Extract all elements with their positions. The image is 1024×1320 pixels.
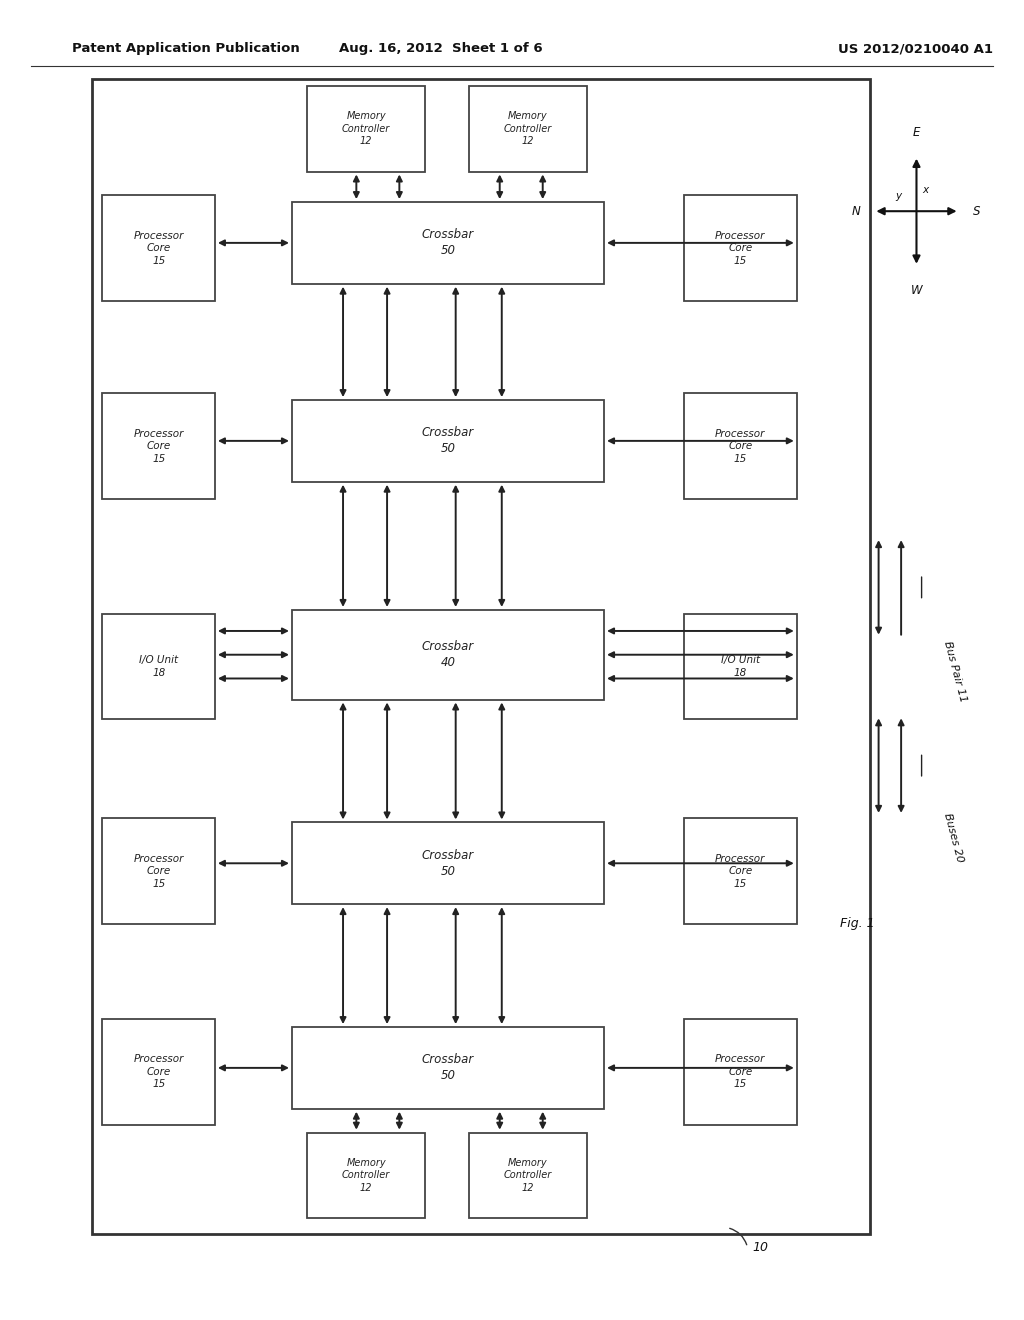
Text: Crossbar
50: Crossbar 50: [422, 849, 474, 878]
Bar: [102, 195, 215, 301]
Text: E: E: [912, 125, 921, 139]
Text: Crossbar
50: Crossbar 50: [422, 426, 474, 455]
Bar: [469, 86, 587, 172]
Text: Crossbar
40: Crossbar 40: [422, 640, 474, 669]
Bar: [92, 79, 870, 1234]
Text: Bus Pair 11: Bus Pair 11: [942, 640, 968, 704]
Text: Crossbar
50: Crossbar 50: [422, 228, 474, 257]
Bar: [684, 195, 797, 301]
Text: Processor
Core
15: Processor Core 15: [715, 1055, 766, 1089]
Text: Processor
Core
15: Processor Core 15: [133, 1055, 184, 1089]
Bar: [684, 1019, 797, 1125]
Bar: [684, 393, 797, 499]
Text: Fig. 1: Fig. 1: [840, 917, 874, 931]
Text: x: x: [923, 185, 929, 195]
Bar: [292, 610, 604, 700]
Bar: [684, 818, 797, 924]
Bar: [102, 818, 215, 924]
Bar: [102, 393, 215, 499]
Text: Crossbar
50: Crossbar 50: [422, 1053, 474, 1082]
Text: Processor
Core
15: Processor Core 15: [715, 429, 766, 463]
Text: Patent Application Publication: Patent Application Publication: [72, 42, 299, 55]
Text: Processor
Core
15: Processor Core 15: [133, 429, 184, 463]
Text: I/O Unit
18: I/O Unit 18: [721, 656, 760, 677]
Bar: [102, 614, 215, 719]
Text: Buses 20: Buses 20: [942, 812, 965, 863]
Text: Memory
Controller
12: Memory Controller 12: [504, 111, 552, 147]
Text: Memory
Controller
12: Memory Controller 12: [504, 1158, 552, 1193]
Bar: [292, 202, 604, 284]
Bar: [307, 86, 425, 172]
Text: US 2012/0210040 A1: US 2012/0210040 A1: [839, 42, 993, 55]
Bar: [469, 1133, 587, 1218]
Bar: [684, 614, 797, 719]
Text: I/O Unit
18: I/O Unit 18: [139, 656, 178, 677]
Text: S: S: [973, 205, 980, 218]
Text: Processor
Core
15: Processor Core 15: [715, 231, 766, 265]
Bar: [292, 1027, 604, 1109]
Text: Memory
Controller
12: Memory Controller 12: [342, 1158, 390, 1193]
Text: Processor
Core
15: Processor Core 15: [133, 231, 184, 265]
Text: Processor
Core
15: Processor Core 15: [715, 854, 766, 888]
Text: Aug. 16, 2012  Sheet 1 of 6: Aug. 16, 2012 Sheet 1 of 6: [339, 42, 542, 55]
Bar: [292, 400, 604, 482]
Bar: [102, 1019, 215, 1125]
Text: N: N: [851, 205, 860, 218]
Text: 10: 10: [753, 1241, 769, 1254]
Bar: [307, 1133, 425, 1218]
Text: Processor
Core
15: Processor Core 15: [133, 854, 184, 888]
Text: Memory
Controller
12: Memory Controller 12: [342, 111, 390, 147]
Text: y: y: [895, 190, 901, 201]
Bar: [292, 822, 604, 904]
Text: W: W: [910, 284, 923, 297]
